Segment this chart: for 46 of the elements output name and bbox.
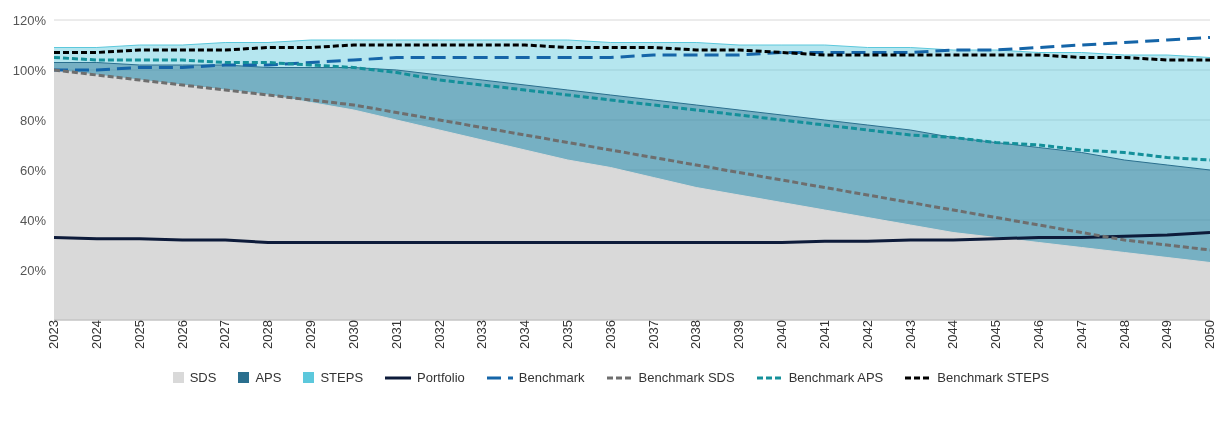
x-tick-label: 2033 — [474, 320, 490, 349]
x-tick-label: 2038 — [688, 320, 704, 349]
x-tick-label: 2049 — [1159, 320, 1175, 349]
x-tick-label: 2046 — [1030, 320, 1046, 349]
x-tick-label: 2032 — [431, 320, 447, 349]
legend-label: Benchmark — [518, 370, 585, 385]
legend-label: Benchmark STEPS — [937, 370, 1050, 385]
x-tick-label: 2034 — [517, 320, 533, 349]
y-tick-label: 120% — [12, 12, 47, 28]
y-tick-label: 60% — [19, 162, 47, 178]
x-tick-label: 2028 — [260, 320, 276, 349]
x-tick-label: 2044 — [945, 320, 961, 349]
x-tick-label: 2042 — [859, 320, 875, 349]
legend-label: Benchmark SDS — [638, 370, 735, 385]
line-series — [54, 43, 1210, 62]
x-tick-label: 2027 — [217, 320, 233, 349]
x-tick-label: 2037 — [645, 320, 661, 349]
x-tick-label: 2050 — [1202, 320, 1218, 349]
line-series — [54, 231, 1210, 244]
x-tick-label: 2023 — [46, 320, 62, 349]
x-tick-label: 2024 — [89, 320, 105, 349]
x-tick-label: 2030 — [345, 320, 361, 349]
x-tick-label: 2043 — [902, 320, 918, 349]
y-tick-label: 80% — [19, 112, 47, 128]
y-tick-label: 40% — [19, 212, 47, 228]
x-tick-label: 2035 — [560, 320, 576, 349]
x-tick-label: 2036 — [602, 320, 618, 349]
legend-label: STEPS — [320, 370, 364, 385]
x-tick-label: 2041 — [816, 320, 832, 349]
x-tick-label: 2045 — [988, 320, 1004, 349]
legend-label: SDS — [189, 370, 217, 385]
line-series — [54, 68, 1210, 252]
x-tick-label: 2025 — [131, 320, 147, 349]
legend-label: APS — [255, 370, 282, 385]
legend-label: Benchmark APS — [788, 370, 884, 385]
y-tick-label: 100% — [12, 62, 47, 78]
x-tick-label: 2029 — [303, 320, 319, 349]
x-tick-label: 2048 — [1116, 320, 1132, 349]
legend-label: Portfolio — [417, 370, 465, 385]
line-series — [54, 56, 1210, 162]
x-tick-label: 2039 — [731, 320, 747, 349]
x-tick-label: 2047 — [1073, 320, 1089, 349]
x-tick-label: 2031 — [388, 320, 404, 349]
x-tick-label: 2026 — [174, 320, 190, 349]
y-tick-label: 20% — [19, 262, 47, 278]
x-tick-label: 2040 — [774, 320, 790, 349]
